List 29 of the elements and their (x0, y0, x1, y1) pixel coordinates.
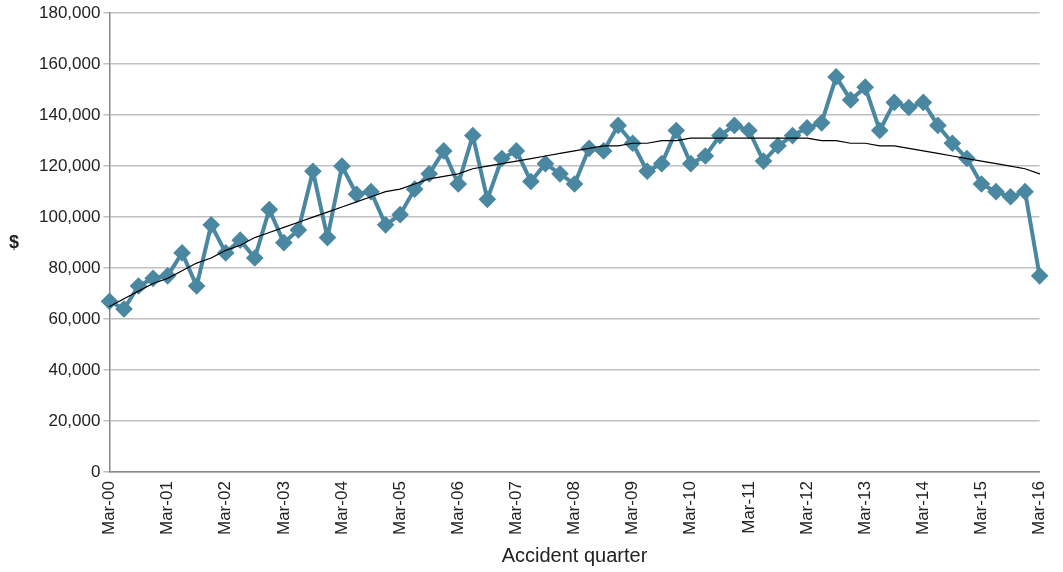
y-axis-title: $ (8, 231, 20, 252)
y-tick-label: 0 (90, 461, 101, 481)
x-tick-label: Mar-01 (157, 481, 177, 536)
y-tick-label: 160,000 (39, 53, 101, 73)
y-tick-label: 40,000 (48, 359, 101, 379)
x-tick-label: Mar-04 (331, 481, 351, 536)
x-tick-label: Mar-03 (273, 481, 293, 536)
x-tick-label: Mar-08 (564, 481, 584, 536)
y-tick-label: 140,000 (39, 104, 101, 124)
x-tick-label: Mar-06 (447, 481, 467, 536)
y-tick-label: 100,000 (39, 206, 101, 226)
x-tick-label: Mar-15 (971, 481, 991, 536)
x-tick-label: Mar-02 (215, 481, 235, 536)
x-tick-label: Mar-10 (680, 481, 700, 536)
x-tick-label: Mar-13 (854, 481, 874, 536)
x-tick-label: Mar-14 (913, 481, 933, 536)
x-tick-label: Mar-16 (1029, 481, 1049, 536)
y-tick-label: 180,000 (39, 2, 101, 22)
y-tick-label: 120,000 (39, 155, 101, 175)
x-tick-label: Mar-05 (389, 481, 409, 536)
y-tick-label: 20,000 (48, 410, 101, 430)
x-axis-title: Accident quarter (501, 543, 648, 566)
x-tick-label: Mar-00 (99, 481, 119, 536)
x-tick-label: Mar-07 (506, 481, 526, 536)
x-tick-label: Mar-12 (796, 481, 816, 536)
x-tick-label: Mar-09 (622, 481, 642, 536)
y-tick-label: 60,000 (48, 308, 101, 328)
x-tick-label: Mar-11 (738, 481, 758, 534)
y-tick-label: 80,000 (48, 257, 101, 277)
